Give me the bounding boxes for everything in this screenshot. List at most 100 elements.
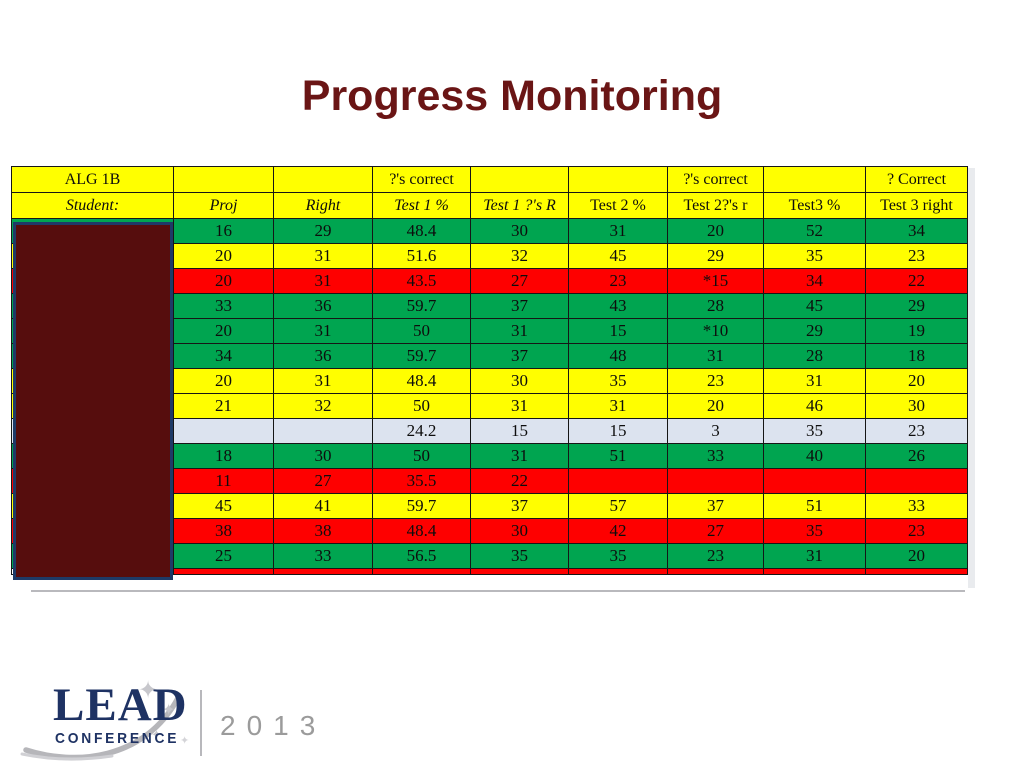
score-cell: 23 (865, 243, 968, 269)
score-cell: 30 (273, 443, 373, 469)
score-cell: 45 (173, 493, 274, 519)
score-cell: 37 (470, 343, 569, 369)
score-cell: 23 (667, 543, 764, 569)
score-cell: 48.4 (372, 368, 471, 394)
score-cell: 50 (372, 393, 471, 419)
score-cell: 21 (173, 393, 274, 419)
score-cell: 29 (865, 293, 968, 319)
logo-lead-text: LEAD (53, 679, 188, 731)
score-cell (568, 468, 668, 494)
score-cell: 31 (470, 393, 569, 419)
score-cell: 46 (763, 393, 866, 419)
score-cell: 36 (273, 293, 373, 319)
column-header-cell: Test 2 % (568, 192, 668, 219)
score-cell: 20 (173, 368, 274, 394)
table-row: Student: Proj Right Test 1 % Test 1 ?'s R Tes… (11, 192, 968, 219)
score-cell: 18 (865, 343, 968, 369)
score-cell: 31 (763, 543, 866, 569)
score-cell: 35 (568, 368, 668, 394)
slide-title: Progress Monitoring (301, 72, 723, 120)
score-cell: 33 (667, 443, 764, 469)
column-header-cell: Test 1 ?'s R (470, 192, 569, 219)
column-header-cell: Test 1 % (372, 192, 471, 219)
score-cell: 59.7 (372, 343, 471, 369)
score-cell: 23 (865, 418, 968, 444)
score-cell: 50 (372, 318, 471, 344)
score-cell: 36 (273, 343, 373, 369)
partial-row-cell (470, 568, 569, 575)
logo-divider (200, 690, 202, 756)
table-row: 16 29 48.4 30 31 20 52 34 (11, 218, 968, 244)
header-cell (763, 166, 866, 193)
column-header-cell: Right (273, 192, 373, 219)
score-cell: 20 (667, 218, 764, 244)
partial-row-cell (865, 568, 968, 575)
partial-row-cell (173, 568, 274, 575)
progress-monitoring-table: ALG 1B ?'s correct ?'s correct? Correct Stu… (11, 166, 975, 592)
score-cell: 34 (865, 218, 968, 244)
score-cell: 27 (667, 518, 764, 544)
score-cell: 15 (568, 418, 668, 444)
header-cell: ALG 1B (11, 166, 174, 193)
score-cell: 28 (667, 293, 764, 319)
partial-row-cell (273, 568, 373, 575)
student-names-redaction-box (13, 222, 173, 580)
score-cell: 20 (173, 318, 274, 344)
column-header-cell: Proj (173, 192, 274, 219)
table-shadow-right (968, 168, 975, 588)
column-header-cell: Test 3 right (865, 192, 968, 219)
score-cell: 31 (470, 443, 569, 469)
score-cell: 28 (763, 343, 866, 369)
score-cell: 20 (865, 543, 968, 569)
score-cell: 35.5 (372, 468, 471, 494)
lead-conference-logo: ✦ ✦ ✦ ✦ LEAD CONFERENCE 2013 (20, 676, 350, 766)
logo-conference-text: CONFERENCE (55, 730, 180, 747)
score-cell: 41 (273, 493, 373, 519)
score-cell: 20 (173, 243, 274, 269)
score-cell: 27 (470, 268, 569, 294)
score-cell: 42 (568, 518, 668, 544)
star-icon: ✦ (180, 734, 190, 747)
score-cell: 24.2 (372, 418, 471, 444)
star-icon: ✦ (151, 728, 162, 743)
table-row: ALG 1B ?'s correct ?'s correct ? Correct (11, 166, 968, 193)
score-cell: 25 (173, 543, 274, 569)
score-cell: 33 (273, 543, 373, 569)
score-cell: 26 (865, 443, 968, 469)
logo-swoosh (20, 695, 181, 761)
score-cell: 15 (470, 418, 569, 444)
score-cell: 18 (173, 443, 274, 469)
partial-row-cell (763, 568, 866, 575)
partial-row-cell (667, 568, 764, 575)
score-cell: 11 (173, 468, 274, 494)
score-cell: 35 (763, 243, 866, 269)
score-cell: 51.6 (372, 243, 471, 269)
score-cell: 59.7 (372, 293, 471, 319)
header-cell (470, 166, 569, 193)
star-icon: ✦ (138, 676, 159, 704)
column-header-cell: Test3 % (763, 192, 866, 219)
score-cell: 34 (763, 268, 866, 294)
score-cell: 37 (667, 493, 764, 519)
score-cell: *15 (667, 268, 764, 294)
score-cell: 31 (273, 318, 373, 344)
logo-year-text: 2013 (220, 710, 327, 741)
score-cell: 45 (763, 293, 866, 319)
table-row (11, 568, 968, 575)
score-cell: 48.4 (372, 518, 471, 544)
score-cell: 23 (865, 518, 968, 544)
score-cell: 31 (568, 218, 668, 244)
header-cell: ?'s correct (667, 166, 764, 193)
score-cell: 35 (763, 518, 866, 544)
score-cell (273, 418, 373, 444)
score-cell: 56.5 (372, 543, 471, 569)
score-cell: 29 (763, 318, 866, 344)
score-cell: 52 (763, 218, 866, 244)
score-cell: 35 (470, 543, 569, 569)
score-cell: 32 (273, 393, 373, 419)
score-cell: 31 (273, 368, 373, 394)
header-cell: ? Correct (865, 166, 968, 193)
score-cell: 29 (667, 243, 764, 269)
score-cell: 31 (273, 268, 373, 294)
score-cell: 48.4 (372, 218, 471, 244)
